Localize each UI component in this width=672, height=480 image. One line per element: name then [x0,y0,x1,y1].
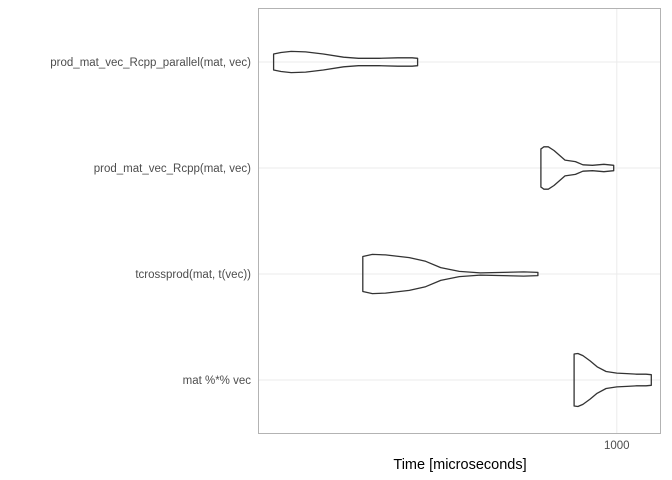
y-tick-label: prod_mat_vec_Rcpp(mat, vec) [94,163,251,175]
violin-tcrossprod(mat, t(vec)) [362,253,539,295]
violin-layer [272,50,652,408]
x-tick-labels: 1000 [604,440,630,452]
y-tick-labels: mat %*% vec tcrossprod(mat, t(vec)) prod_m… [50,57,251,387]
violin-mat %*% vec [573,352,652,408]
x-tick-label: 1000 [604,440,630,452]
panel-border [258,8,661,434]
y-tick-label: prod_mat_vec_Rcpp_parallel(mat, vec) [50,57,251,69]
violin-prod_mat_vec_Rcpp(mat, vec) [540,146,615,190]
grid-layer [259,9,660,433]
y-tick-label: mat %*% vec [183,375,252,387]
y-tick-label: tcrossprod(mat, t(vec)) [135,269,251,281]
violin-prod_mat_vec_Rcpp_parallel(mat, vec) [272,50,419,74]
x-axis-title: Time [microseconds] [393,457,526,473]
